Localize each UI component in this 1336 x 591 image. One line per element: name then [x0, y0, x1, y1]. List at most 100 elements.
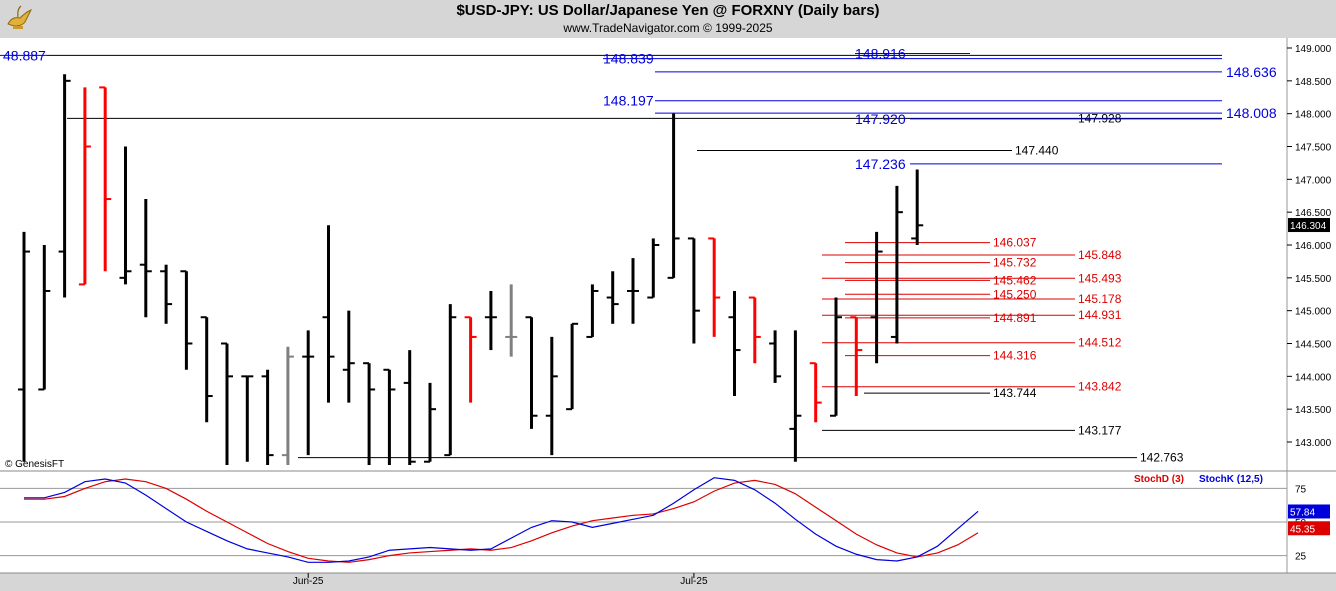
level-label: 143.744 — [993, 386, 1037, 400]
price-tick-label: 145.500 — [1295, 274, 1332, 285]
ohlc-bar — [586, 284, 599, 338]
ohlc-bar — [566, 322, 579, 411]
level-label: 145.848 — [1078, 248, 1122, 262]
ohlc-bar — [809, 362, 822, 423]
ohlc-bar — [424, 382, 436, 463]
ohlc-bar — [464, 316, 477, 403]
level-label: 148.636 — [1226, 64, 1277, 80]
level-label: 148.916 — [855, 46, 906, 62]
chart-title: $USD-JPY: US Dollar/Japanese Yen @ FORXN… — [456, 2, 880, 19]
chart-subtitle: www.TradeNavigator.com © 1999-2025 — [563, 21, 773, 35]
price-tick-label: 148.000 — [1295, 110, 1332, 121]
level-label: 144.891 — [993, 311, 1037, 325]
ohlc-bar — [484, 290, 497, 351]
ohlc-bar — [667, 113, 680, 279]
ohlc-bar — [890, 185, 903, 344]
level-label: 145.178 — [1078, 292, 1122, 306]
level-label: 142.763 — [1140, 451, 1184, 465]
ohlc-bar — [728, 290, 741, 397]
level-label: 147.440 — [1015, 143, 1059, 157]
ohlc-bar — [769, 330, 782, 383]
level-label: 145.493 — [1078, 271, 1122, 285]
price-tick-label: 144.500 — [1295, 340, 1332, 351]
level-label: 147.928 — [1078, 111, 1122, 125]
level-label: 145.732 — [993, 256, 1037, 270]
date-tick-label: Jun-25 — [293, 576, 324, 587]
ohlc-bar — [647, 238, 660, 299]
ohlc-bar — [322, 225, 335, 403]
ohlc-bar — [160, 264, 173, 324]
price-tick-label: 143.500 — [1295, 405, 1332, 416]
stoch-series-line — [24, 478, 979, 563]
level-label: 146.037 — [993, 236, 1037, 250]
ohlc-bar — [627, 258, 639, 324]
date-tick-label: Jul-25 — [680, 576, 708, 587]
ohlc-bar — [342, 310, 355, 403]
ohlc-bar — [139, 199, 152, 318]
date-axis-area — [0, 573, 1336, 591]
ohlc-bar — [38, 245, 51, 391]
watermark-text: © GenesisFT — [5, 459, 64, 470]
stoch-tick-label: 25 — [1295, 552, 1307, 563]
ohlc-bar — [58, 74, 71, 298]
ohlc-bar — [850, 316, 863, 397]
ohlc-bar — [119, 146, 132, 285]
price-tick-label: 146.500 — [1295, 208, 1332, 219]
level-label: 144.931 — [1078, 308, 1122, 322]
price-tick-label: 149.000 — [1295, 44, 1332, 55]
ohlc-bar — [870, 231, 883, 364]
price-tick-label: 147.500 — [1295, 143, 1332, 154]
ohlc-bar — [383, 368, 396, 465]
ohlc-bar — [363, 362, 376, 465]
price-axis-area — [1287, 38, 1336, 471]
stoch-tick-label: 75 — [1295, 484, 1307, 495]
ohlc-bar — [180, 270, 193, 370]
ohlc-bar — [911, 169, 924, 245]
price-tick-label: 146.000 — [1295, 241, 1332, 252]
level-label: 145.250 — [993, 287, 1037, 301]
ohlc-bar — [505, 284, 518, 357]
last-price-box — [1288, 218, 1330, 233]
ohlc-bar — [78, 87, 91, 286]
level-label: 48.887 — [3, 47, 46, 63]
stoch-series-line — [24, 477, 979, 563]
level-label: 148.008 — [1226, 105, 1277, 121]
stochk-last-label: 57.84 — [1290, 507, 1315, 518]
ohlc-bar — [18, 231, 30, 462]
last-price-label: 146.304 — [1290, 221, 1327, 232]
price-tick-label: 148.500 — [1295, 77, 1332, 88]
level-label: 145.462 — [993, 273, 1037, 287]
ohlc-bar — [525, 316, 538, 429]
price-tick-label: 147.000 — [1295, 175, 1332, 186]
ohlc-bar — [789, 330, 802, 462]
level-label: 147.236 — [855, 156, 906, 172]
legend-stochk: StochK (12,5) — [1199, 474, 1263, 485]
stochd-last-label: 45.35 — [1290, 524, 1315, 535]
legend-stochd: StochD (3) — [1134, 474, 1184, 485]
ohlc-bar — [606, 271, 619, 324]
ohlc-bar — [708, 237, 721, 337]
ohlc-bar — [545, 336, 558, 456]
ohlc-bar — [241, 375, 254, 462]
level-label: 148.197 — [603, 93, 654, 109]
level-label: 143.842 — [1078, 380, 1122, 394]
price-tick-label: 144.000 — [1295, 372, 1332, 383]
ohlc-bar — [830, 297, 842, 417]
level-label: 143.177 — [1078, 423, 1122, 437]
level-label: 144.316 — [993, 349, 1037, 363]
ohlc-bar — [281, 346, 294, 465]
ohlc-bar — [261, 369, 274, 465]
ohlc-bar — [200, 316, 213, 423]
level-label: 144.512 — [1078, 336, 1122, 350]
genie-lamp-icon — [7, 5, 33, 29]
stochd-last-box — [1288, 521, 1330, 536]
ohlc-bar — [687, 237, 700, 344]
ohlc-bar — [444, 304, 457, 457]
price-tick-label: 143.000 — [1295, 438, 1332, 449]
ohlc-bar — [748, 296, 761, 364]
ohlc-bar — [302, 330, 315, 456]
level-label: 147.920 — [855, 111, 906, 127]
stochk-last-box — [1288, 504, 1330, 519]
